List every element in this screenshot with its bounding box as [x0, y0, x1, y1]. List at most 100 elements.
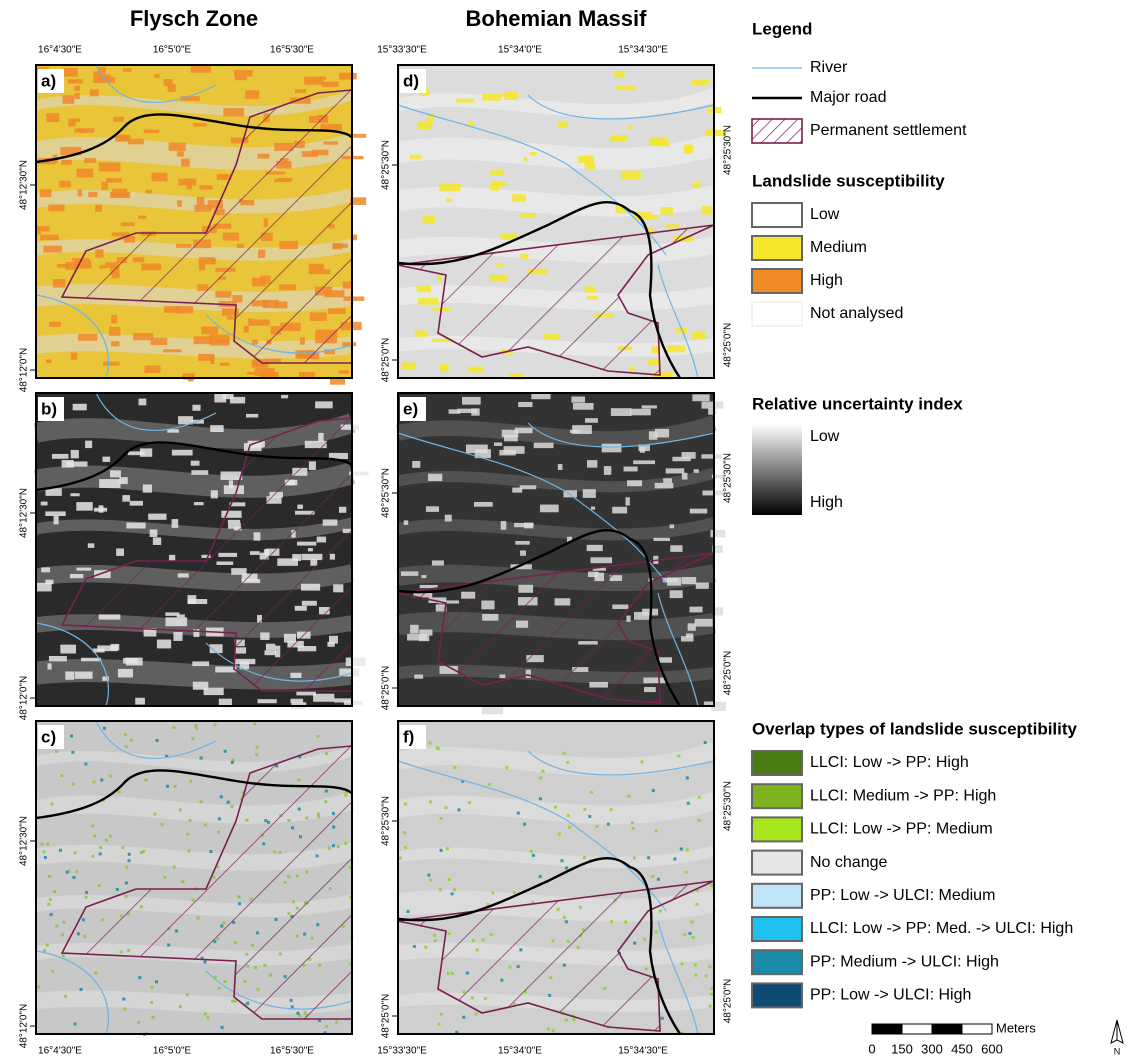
terrain-cell — [150, 1001, 153, 1004]
terrain-cell — [490, 170, 504, 175]
terrain-cell — [304, 77, 323, 85]
terrain-cell — [422, 216, 434, 224]
terrain-cell — [103, 362, 120, 366]
terrain-cell — [539, 875, 542, 878]
terrain-cell — [710, 987, 713, 990]
terrain-cell — [474, 502, 493, 507]
scale-segment — [962, 1024, 992, 1034]
terrain-cell — [571, 396, 585, 402]
scale-label: 600 — [981, 1041, 1003, 1056]
terrain-cell — [437, 274, 442, 281]
longitude-label: 16°4'30"E — [38, 45, 82, 56]
terrain-cell — [468, 801, 471, 804]
terrain-cell — [54, 516, 59, 524]
terrain-cell — [173, 632, 182, 641]
terrain-cell — [72, 783, 75, 786]
legend-swatch — [752, 917, 802, 941]
latitude-label: 48°12'0"N — [19, 348, 30, 393]
longitude-label: 16°4'30"E — [38, 1046, 82, 1057]
terrain-cell — [41, 843, 44, 846]
terrain-cell — [587, 460, 597, 468]
terrain-cell — [49, 898, 52, 901]
terrain-cell — [407, 910, 410, 913]
terrain-cell — [106, 178, 122, 182]
terrain-cell — [595, 825, 598, 828]
terrain-cell — [418, 122, 433, 130]
terrain-cell — [127, 859, 130, 862]
terrain-cell — [126, 523, 145, 529]
terrain-cell — [234, 70, 253, 77]
terrain-cell — [140, 448, 152, 456]
terrain-cell — [124, 1008, 127, 1011]
terrain-cell — [440, 817, 443, 820]
column-title: Flysch Zone — [130, 6, 258, 31]
terrain-cell — [697, 819, 700, 822]
terrain-cell — [686, 848, 689, 851]
terrain-cell — [91, 824, 94, 827]
terrain-cell — [415, 331, 428, 337]
terrain-cell — [670, 590, 683, 598]
terrain-cell — [695, 619, 713, 627]
scale-label: 450 — [951, 1041, 973, 1056]
legend: LegendRiverMajor roadPermanent settlemen… — [752, 19, 1123, 1056]
terrain-cell — [572, 425, 592, 434]
terrain-cell — [682, 473, 688, 480]
terrain-cell — [177, 200, 182, 206]
latitude-label: 48°25'0"N — [381, 666, 392, 711]
legend-swatch — [752, 302, 802, 326]
terrain-cell — [686, 145, 692, 154]
terrain-cell — [563, 752, 566, 755]
terrain-cell — [413, 945, 416, 948]
terrain-cell — [404, 846, 407, 849]
terrain-cell — [631, 821, 634, 824]
terrain-cell — [91, 855, 94, 858]
terrain-cell — [153, 813, 156, 816]
terrain-cell — [615, 86, 635, 90]
terrain-cell — [71, 450, 79, 458]
terrain-cell — [626, 497, 630, 505]
terrain-cell — [41, 567, 50, 572]
terrain-cell — [94, 971, 97, 974]
terrain-cell — [145, 366, 161, 373]
legend-swatch — [752, 817, 802, 841]
terrain-cell — [281, 395, 288, 398]
terrain-cell — [653, 538, 670, 541]
terrain-cell — [401, 362, 416, 369]
legend-label: River — [810, 59, 848, 76]
terrain-cell — [113, 117, 124, 122]
terrain-cell — [590, 791, 593, 794]
terrain-cell — [85, 891, 88, 894]
terrain-cell — [135, 698, 145, 705]
terrain-cell — [148, 514, 166, 520]
terrain-cell — [670, 545, 682, 552]
terrain-cell — [513, 891, 516, 894]
terrain-cell — [52, 454, 69, 459]
latitude-label: 48°25'30"N — [381, 140, 392, 190]
terrain-cell — [191, 66, 211, 73]
scale-segment — [932, 1024, 962, 1034]
terrain-cell — [210, 355, 214, 364]
terrain-cell — [657, 878, 660, 881]
terrain-cell — [554, 806, 557, 809]
terrain-cell — [429, 800, 432, 803]
terrain-cell — [44, 856, 47, 859]
terrain-cell — [47, 903, 50, 906]
north-arrow — [1111, 1020, 1117, 1043]
terrain-cell — [339, 73, 357, 80]
terrain-cell — [200, 757, 203, 760]
terrain-cell — [195, 727, 198, 730]
terrain-band — [398, 195, 714, 207]
terrain-cell — [404, 803, 407, 806]
panel-label: e) — [403, 399, 418, 418]
terrain-cell — [85, 441, 92, 448]
terrain-cell — [255, 753, 258, 756]
terrain-cell — [433, 934, 436, 937]
terrain-cell — [223, 980, 226, 983]
terrain-cell — [520, 213, 536, 218]
terrain-cell — [51, 970, 54, 973]
terrain-cell — [193, 123, 207, 127]
terrain-cell — [634, 612, 650, 620]
terrain-cell — [179, 808, 182, 811]
terrain-cell — [109, 775, 112, 778]
longitude-label: 15°34'30"E — [618, 1046, 668, 1057]
